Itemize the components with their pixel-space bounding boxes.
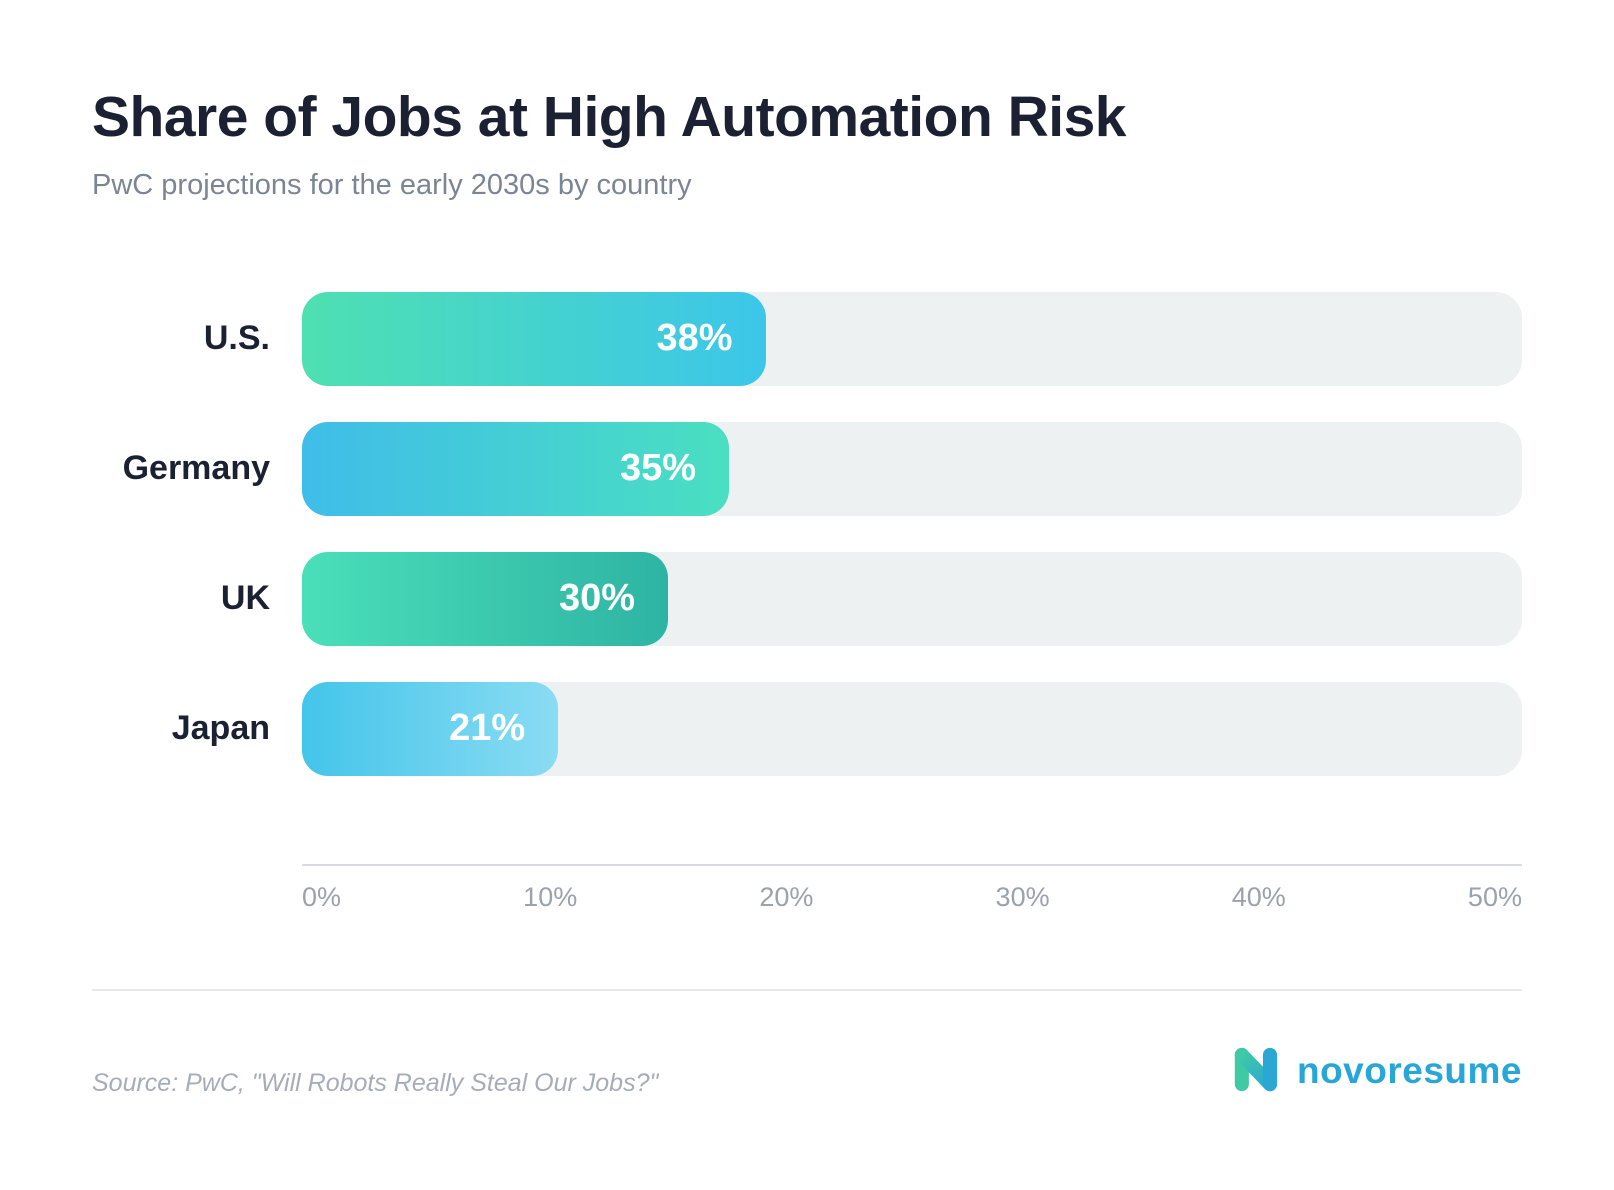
x-axis-tick: 20% <box>759 881 814 912</box>
category-label: Germany <box>122 449 270 488</box>
value-label: 38% <box>656 317 733 360</box>
brand-logo: novoresume <box>1231 1043 1522 1100</box>
bar-row-uk: UK 30% <box>92 551 1522 646</box>
bar-row-japan: Japan 21% <box>92 681 1522 776</box>
page-title: Share of Jobs at High Automation Risk <box>92 85 1127 149</box>
x-axis-tick: 50% <box>1467 881 1522 912</box>
value-label: 21% <box>449 707 526 750</box>
page-subtitle: PwC projections for the early 2030s by c… <box>92 168 692 201</box>
bar-track: 30% <box>302 551 1522 646</box>
bar-uk: 30% <box>302 551 668 646</box>
x-axis-tick: 30% <box>995 881 1050 912</box>
value-label: 35% <box>619 447 696 490</box>
novoresume-n-icon <box>1231 1043 1283 1100</box>
bar-row-us: U.S. 38% <box>92 291 1522 386</box>
x-axis-tick: 0% <box>302 881 342 912</box>
brand-wordmark: novoresume <box>1296 1050 1522 1092</box>
bar-track: 38% <box>302 291 1522 386</box>
x-axis-tick: 40% <box>1231 881 1286 912</box>
source-credit: Source: PwC, "Will Robots Really Steal O… <box>92 1068 659 1097</box>
footer: Source: PwC, "Will Robots Really Steal O… <box>92 1043 1522 1100</box>
bar-japan: 21% <box>302 681 559 776</box>
x-axis-tick: 10% <box>523 881 578 912</box>
bar-row-germany: Germany 35% <box>92 421 1522 516</box>
x-axis: 0% 10% 20% 30% 40% 50% <box>302 863 1522 913</box>
value-label: 30% <box>558 577 635 620</box>
bar-track: 21% <box>302 681 1522 776</box>
bar-chart: U.S. 38% Germany 35% UK <box>92 291 1522 913</box>
category-label: Japan <box>171 709 270 748</box>
bar-track: 35% <box>302 421 1522 516</box>
bar-germany: 35% <box>302 421 729 516</box>
footer-divider <box>92 988 1522 991</box>
category-label: U.S. <box>203 319 270 358</box>
category-label: UK <box>220 579 270 618</box>
bar-us: 38% <box>302 291 766 386</box>
